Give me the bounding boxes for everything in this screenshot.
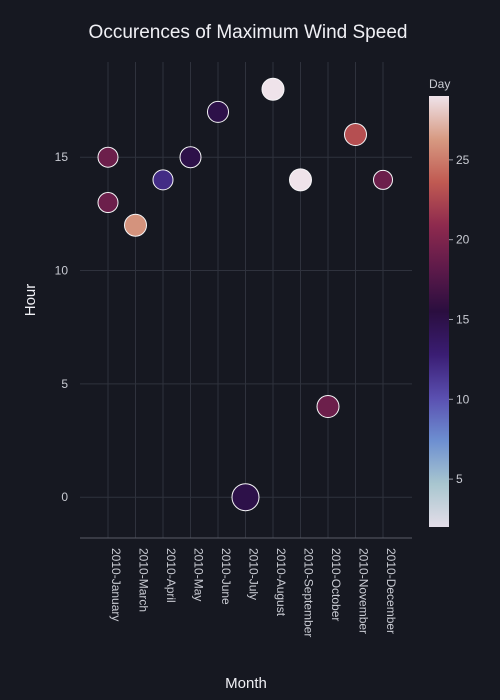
y-tick-label: 0	[61, 490, 68, 504]
colorbar-tick-label: 15	[456, 312, 470, 326]
x-tick-label: 2010-May	[192, 548, 206, 601]
y-tick-label: 10	[55, 264, 69, 278]
x-tick-label: 2010-July	[247, 548, 261, 600]
x-tick-label: 2010-April	[164, 548, 178, 603]
colorbar-tick-label: 25	[456, 153, 470, 167]
x-axis-title: Month	[225, 675, 267, 692]
data-point[interactable]	[180, 147, 201, 168]
data-point[interactable]	[290, 169, 312, 191]
data-point[interactable]	[98, 193, 118, 213]
colorbar-gradient	[429, 96, 449, 527]
colorbar-tick-label: 20	[456, 233, 470, 247]
data-point[interactable]	[262, 78, 284, 100]
x-tick-label: 2010-June	[219, 548, 233, 605]
x-tick-label: 2010-January	[109, 548, 123, 621]
x-tick-label: 2010-September	[302, 548, 316, 637]
y-tick-label: 15	[55, 150, 69, 164]
colorbar-tick-label: 5	[456, 472, 463, 486]
x-tick-label: 2010-March	[137, 548, 151, 612]
x-tick-label: 2010-October	[329, 548, 343, 621]
colorbar: Day 5 10 15 20 25	[429, 77, 470, 527]
data-point[interactable]	[317, 396, 339, 418]
data-point[interactable]	[98, 147, 118, 167]
y-tick-label: 5	[61, 377, 68, 391]
colorbar-title: Day	[429, 77, 450, 91]
data-point[interactable]	[345, 124, 367, 146]
x-tick-label: 2010-December	[384, 548, 398, 634]
data-point[interactable]	[232, 484, 259, 511]
data-point[interactable]	[374, 170, 393, 189]
colorbar-tick-label: 10	[456, 392, 470, 406]
chart-title: Occurences of Maximum Wind Speed	[89, 22, 408, 43]
x-tick-label: 2010-November	[357, 548, 371, 634]
data-point[interactable]	[125, 214, 147, 236]
data-point[interactable]	[208, 101, 229, 122]
data-point[interactable]	[153, 170, 173, 190]
x-tick-label: 2010-August	[274, 548, 288, 617]
y-axis-title: Hour	[22, 284, 39, 317]
